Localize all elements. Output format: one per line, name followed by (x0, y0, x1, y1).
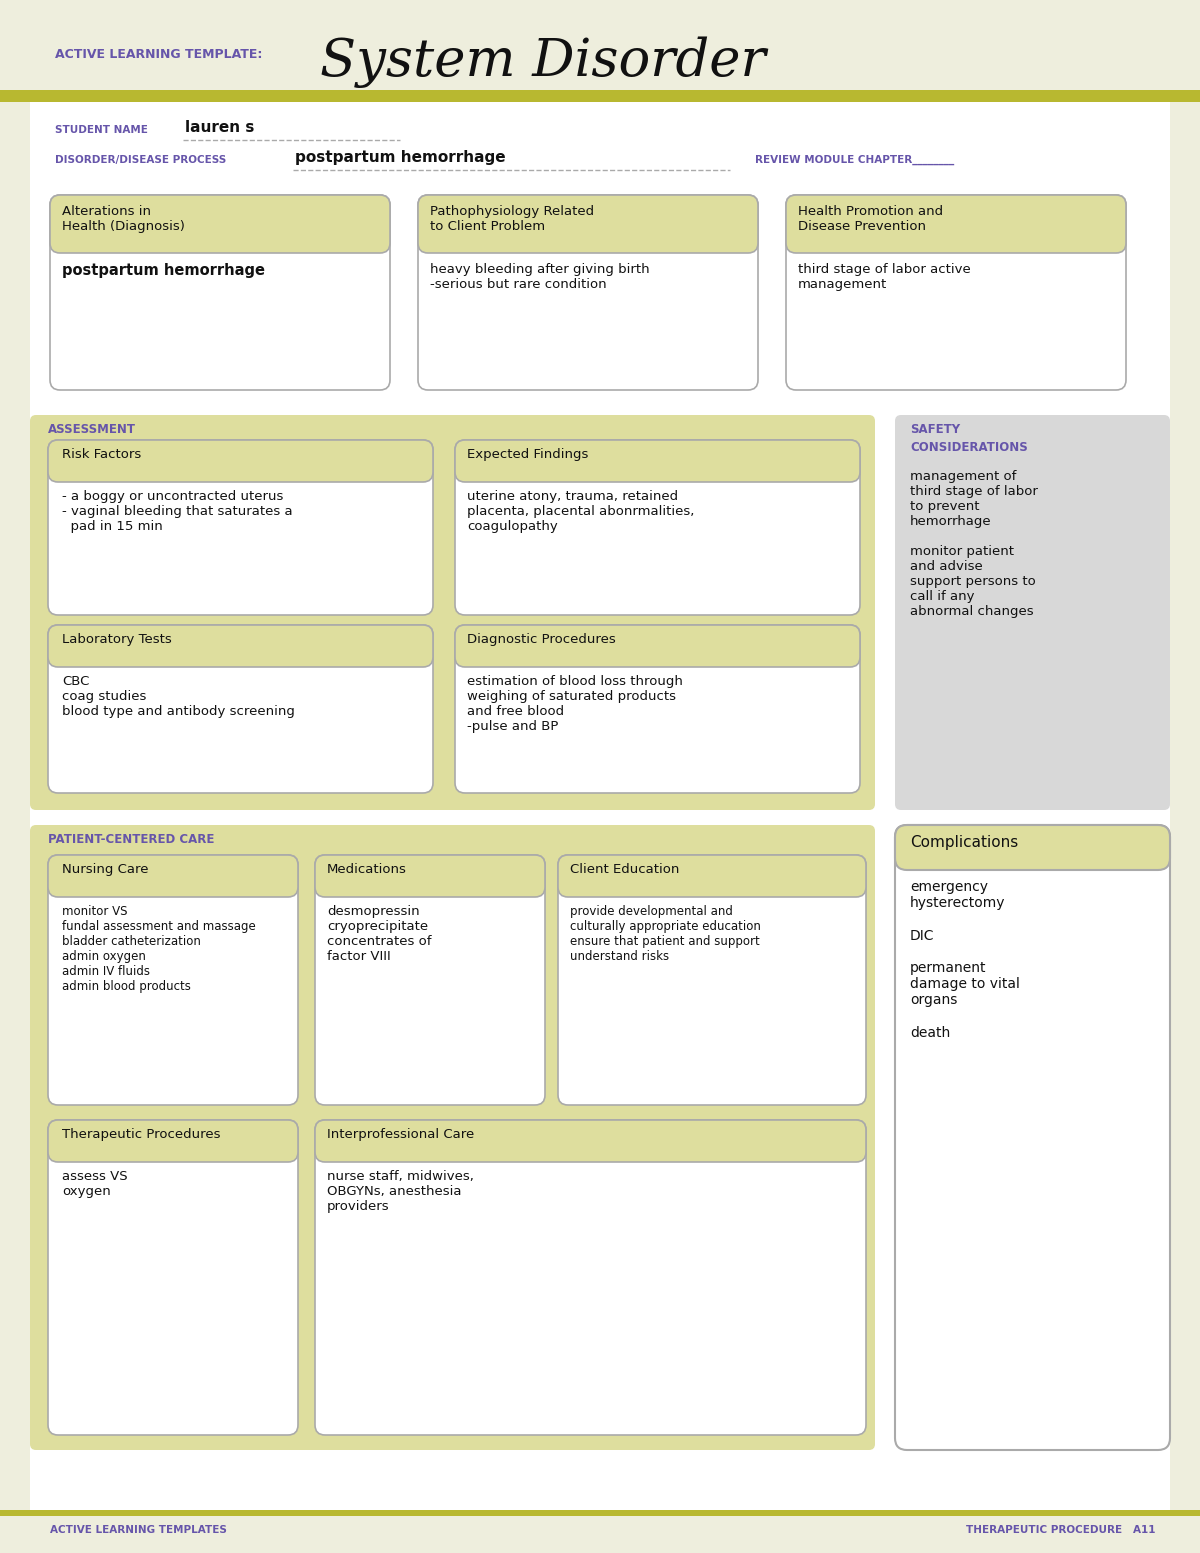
Text: third stage of labor active
management: third stage of labor active management (798, 262, 971, 290)
FancyBboxPatch shape (48, 439, 433, 481)
Text: desmopressin
cryoprecipitate
concentrates of
factor VIII: desmopressin cryoprecipitate concentrate… (326, 905, 432, 963)
FancyBboxPatch shape (48, 624, 433, 794)
Text: postpartum hemorrhage: postpartum hemorrhage (295, 151, 505, 165)
Text: Nursing Care: Nursing Care (62, 863, 149, 876)
FancyBboxPatch shape (418, 196, 758, 253)
Text: ACTIVE LEARNING TEMPLATES: ACTIVE LEARNING TEMPLATES (50, 1525, 227, 1534)
Text: lauren s: lauren s (185, 120, 254, 135)
Text: Complications: Complications (910, 836, 1019, 849)
Text: REVIEW MODULE CHAPTER________: REVIEW MODULE CHAPTER________ (755, 155, 954, 165)
FancyBboxPatch shape (455, 624, 860, 794)
Text: ASSESSMENT: ASSESSMENT (48, 422, 136, 436)
FancyBboxPatch shape (786, 196, 1126, 253)
Text: estimation of blood loss through
weighing of saturated products
and free blood
-: estimation of blood loss through weighin… (467, 676, 683, 733)
FancyBboxPatch shape (895, 825, 1170, 870)
FancyBboxPatch shape (455, 439, 860, 615)
FancyBboxPatch shape (455, 624, 860, 666)
Text: Expected Findings: Expected Findings (467, 447, 588, 461)
Text: nurse staff, midwives,
OBGYNs, anesthesia
providers: nurse staff, midwives, OBGYNs, anesthesi… (326, 1169, 474, 1213)
FancyBboxPatch shape (895, 825, 1170, 1451)
FancyBboxPatch shape (895, 415, 1170, 811)
Text: - a boggy or uncontracted uterus
- vaginal bleeding that saturates a
  pad in 15: - a boggy or uncontracted uterus - vagin… (62, 491, 293, 533)
FancyBboxPatch shape (50, 196, 390, 390)
FancyBboxPatch shape (48, 439, 433, 615)
Text: STUDENT NAME: STUDENT NAME (55, 124, 148, 135)
Text: SAFETY: SAFETY (910, 422, 960, 436)
FancyBboxPatch shape (48, 856, 298, 1106)
Text: assess VS
oxygen: assess VS oxygen (62, 1169, 127, 1197)
FancyBboxPatch shape (30, 415, 875, 811)
Text: Laboratory Tests: Laboratory Tests (62, 634, 172, 646)
FancyBboxPatch shape (314, 1120, 866, 1162)
Text: Diagnostic Procedures: Diagnostic Procedures (467, 634, 616, 646)
Text: PATIENT-CENTERED CARE: PATIENT-CENTERED CARE (48, 832, 215, 846)
Text: heavy bleeding after giving birth
-serious but rare condition: heavy bleeding after giving birth -serio… (430, 262, 649, 290)
FancyBboxPatch shape (48, 1120, 298, 1435)
Text: Therapeutic Procedures: Therapeutic Procedures (62, 1127, 221, 1141)
Text: emergency
hysterectomy

DIC

permanent
damage to vital
organs

death: emergency hysterectomy DIC permanent dam… (910, 881, 1020, 1041)
Text: Alterations in
Health (Diagnosis): Alterations in Health (Diagnosis) (62, 205, 185, 233)
FancyBboxPatch shape (50, 196, 390, 253)
Text: monitor VS
fundal assessment and massage
bladder catheterization
admin oxygen
ad: monitor VS fundal assessment and massage… (62, 905, 256, 992)
Bar (0, 90, 1200, 98)
Bar (0, 1510, 1200, 1516)
FancyBboxPatch shape (30, 825, 875, 1451)
Text: Client Education: Client Education (570, 863, 679, 876)
Text: Risk Factors: Risk Factors (62, 447, 142, 461)
FancyBboxPatch shape (786, 196, 1126, 390)
FancyBboxPatch shape (48, 856, 298, 898)
Text: management of
third stage of labor
to prevent
hemorrhage

monitor patient
and ad: management of third stage of labor to pr… (910, 471, 1038, 618)
Text: CBC
coag studies
blood type and antibody screening: CBC coag studies blood type and antibody… (62, 676, 295, 717)
FancyBboxPatch shape (455, 439, 860, 481)
Bar (0, 0, 1200, 90)
FancyBboxPatch shape (558, 856, 866, 898)
Text: CONSIDERATIONS: CONSIDERATIONS (910, 441, 1027, 453)
Text: THERAPEUTIC PROCEDURE   A11: THERAPEUTIC PROCEDURE A11 (966, 1525, 1154, 1534)
FancyBboxPatch shape (418, 196, 758, 390)
Text: postpartum hemorrhage: postpartum hemorrhage (62, 262, 265, 278)
Text: System Disorder: System Disorder (320, 36, 766, 89)
Text: ACTIVE LEARNING TEMPLATE:: ACTIVE LEARNING TEMPLATE: (55, 48, 263, 62)
Text: Pathophysiology Related
to Client Problem: Pathophysiology Related to Client Proble… (430, 205, 594, 233)
FancyBboxPatch shape (314, 856, 545, 1106)
FancyBboxPatch shape (558, 856, 866, 1106)
Text: Health Promotion and
Disease Prevention: Health Promotion and Disease Prevention (798, 205, 943, 233)
Bar (0, 96, 1200, 102)
FancyBboxPatch shape (48, 1120, 298, 1162)
Text: Interprofessional Care: Interprofessional Care (326, 1127, 474, 1141)
Text: Medications: Medications (326, 863, 407, 876)
Text: provide developmental and
culturally appropriate education
ensure that patient a: provide developmental and culturally app… (570, 905, 761, 963)
FancyBboxPatch shape (314, 1120, 866, 1435)
Text: uterine atony, trauma, retained
placenta, placental abonrmalities,
coagulopathy: uterine atony, trauma, retained placenta… (467, 491, 695, 533)
FancyBboxPatch shape (314, 856, 545, 898)
Text: DISORDER/DISEASE PROCESS: DISORDER/DISEASE PROCESS (55, 155, 227, 165)
FancyBboxPatch shape (48, 624, 433, 666)
